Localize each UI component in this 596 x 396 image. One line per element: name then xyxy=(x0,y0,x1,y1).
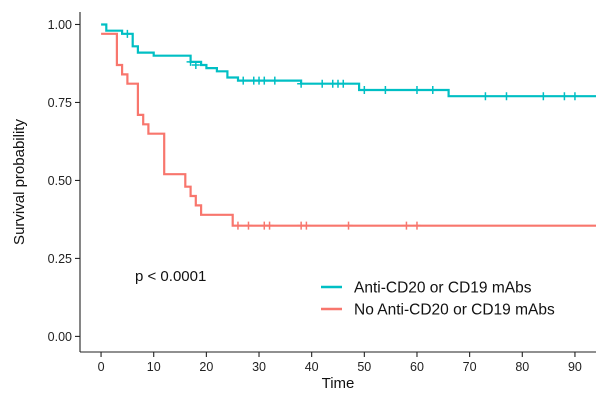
censor-mark-anti-cd20-cd19 xyxy=(239,76,248,85)
x-tick-label: 30 xyxy=(252,360,266,374)
censor-mark-anti-cd20-cd19 xyxy=(297,79,306,88)
censor-mark-no-anti-cd20-cd19 xyxy=(265,221,274,230)
legend-label-anti-cd20-cd19: Anti-CD20 or CD19 mAbs xyxy=(354,280,532,297)
x-tick-label: 90 xyxy=(568,360,582,374)
censor-mark-anti-cd20-cd19 xyxy=(318,79,327,88)
censor-mark-anti-cd20-cd19 xyxy=(191,61,200,70)
censor-mark-anti-cd20-cd19 xyxy=(360,85,369,94)
x-tick-label: 0 xyxy=(98,360,105,374)
survival-curve-no-anti-cd20-cd19 xyxy=(101,32,596,227)
x-axis-title: Time xyxy=(322,375,355,392)
y-tick-label: 1.00 xyxy=(48,18,72,32)
censor-mark-no-anti-cd20-cd19 xyxy=(233,221,242,230)
x-ticks: 0 10 20 30 40 50 60 70 80 90 xyxy=(98,352,582,374)
x-tick-label: 50 xyxy=(357,360,371,374)
p-value-annotation: p < 0.0001 xyxy=(135,268,206,285)
x-tick-label: 10 xyxy=(147,360,161,374)
censor-mark-no-anti-cd20-cd19 xyxy=(244,221,253,230)
y-tick-label: 0.25 xyxy=(48,252,72,266)
legend: Anti-CD20 or CD19 mAbs No Anti-CD20 or CD… xyxy=(321,280,555,319)
legend-label-no-anti-cd20-cd19: No Anti-CD20 or CD19 mAbs xyxy=(354,302,555,319)
censor-mark-anti-cd20-cd19 xyxy=(481,92,490,101)
censor-mark-anti-cd20-cd19 xyxy=(270,76,279,85)
censor-mark-anti-cd20-cd19 xyxy=(570,92,579,101)
censor-mark-no-anti-cd20-cd19 xyxy=(302,221,311,230)
y-tick-label: 0.50 xyxy=(48,174,72,188)
x-tick-label: 40 xyxy=(305,360,319,374)
censor-mark-anti-cd20-cd19 xyxy=(502,92,511,101)
x-tick-label: 60 xyxy=(410,360,424,374)
y-tick-label: 0.75 xyxy=(48,96,72,110)
y-axis-title: Survival probability xyxy=(11,119,28,245)
censor-mark-anti-cd20-cd19 xyxy=(260,76,269,85)
censor-mark-anti-cd20-cd19 xyxy=(560,92,569,101)
x-tick-label: 80 xyxy=(515,360,529,374)
censor-mark-anti-cd20-cd19 xyxy=(186,57,195,66)
x-tick-label: 20 xyxy=(199,360,213,374)
x-tick-label: 70 xyxy=(463,360,477,374)
y-tick-label: 0.00 xyxy=(48,330,72,344)
censor-mark-anti-cd20-cd19 xyxy=(412,85,421,94)
survival-curve-anti-cd20-cd19 xyxy=(101,23,596,98)
censor-mark-anti-cd20-cd19 xyxy=(428,85,437,94)
censor-mark-no-anti-cd20-cd19 xyxy=(412,221,421,230)
censor-mark-anti-cd20-cd19 xyxy=(539,92,548,101)
censor-mark-anti-cd20-cd19 xyxy=(381,85,390,94)
censor-mark-anti-cd20-cd19 xyxy=(339,79,348,88)
censor-mark-no-anti-cd20-cd19 xyxy=(402,221,411,230)
censor-mark-no-anti-cd20-cd19 xyxy=(344,221,353,230)
series-layer xyxy=(101,23,596,230)
censor-mark-anti-cd20-cd19 xyxy=(123,29,132,38)
y-ticks: 0.00 0.25 0.50 0.75 1.00 xyxy=(48,18,80,344)
